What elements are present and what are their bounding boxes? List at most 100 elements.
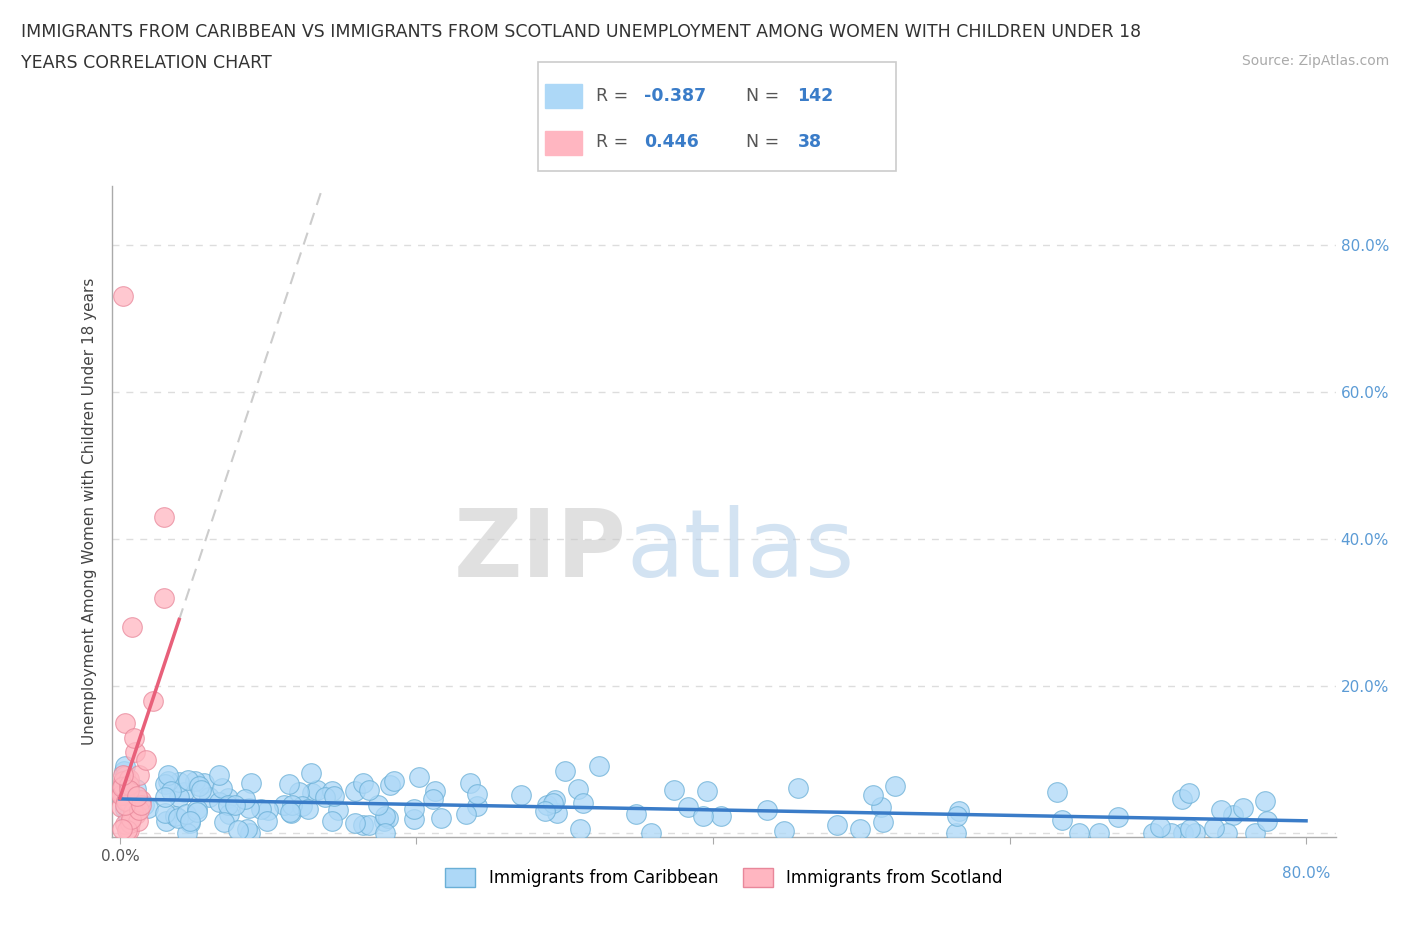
Point [125,781,148,796]
Point [153,591,176,605]
Point [380,777,402,792]
Point [111,778,134,793]
Point [217,790,239,805]
Point [280,805,302,820]
Text: Source: ZipAtlas.com: Source: ZipAtlas.com [1241,54,1389,68]
Point [142,694,165,709]
Point [117,791,139,806]
Point [870,799,893,814]
Point [291,799,314,814]
Point [127,814,149,829]
Point [367,797,389,812]
Point [155,814,177,829]
Point [344,816,367,830]
Point [136,801,159,816]
Point [167,775,190,790]
Point [321,783,343,798]
Point [155,790,177,804]
Point [114,780,136,795]
Point [111,821,134,836]
Point [238,801,260,816]
Bar [546,131,582,155]
Text: 0.446: 0.446 [644,133,699,151]
Point [945,809,967,824]
Point [115,793,138,808]
Point [588,759,610,774]
Point [1215,826,1237,841]
Point [1222,807,1244,822]
Point [1244,825,1267,840]
Point [458,776,481,790]
Point [186,805,208,820]
Text: YEARS CORRELATION CHART: YEARS CORRELATION CHART [21,54,271,72]
Point [117,783,139,798]
Point [198,790,221,804]
Point [786,780,808,795]
Point [110,800,132,815]
Point [567,782,589,797]
Point [226,823,249,838]
Point [1211,803,1233,817]
Point [179,814,201,829]
Point [118,812,141,827]
Text: 38: 38 [797,133,821,151]
Point [193,776,215,790]
Point [112,764,135,778]
Point [544,792,567,807]
Point [321,813,343,828]
Text: atlas: atlas [626,505,855,596]
Point [773,823,796,838]
Point [118,772,141,787]
Point [224,798,246,813]
Point [112,788,135,803]
Point [430,811,453,826]
Point [114,795,136,810]
Point [1160,826,1182,841]
Point [948,804,970,819]
Point [134,797,156,812]
Point [465,798,488,813]
Point [554,764,576,778]
Point [664,783,686,798]
Point [280,797,302,812]
Point [165,809,187,824]
Point [211,780,233,795]
Point [307,782,329,797]
Point [184,773,207,788]
Point [1067,826,1090,841]
Point [120,811,142,826]
Point [256,813,278,828]
Point [111,289,134,304]
Point [377,810,399,825]
Point [218,806,240,821]
Text: IMMIGRANTS FROM CARIBBEAN VS IMMIGRANTS FROM SCOTLAND UNEMPLOYMENT AMONG WOMEN W: IMMIGRANTS FROM CARIBBEAN VS IMMIGRANTS … [21,23,1142,41]
Point [343,783,366,798]
Point [849,822,872,837]
Point [217,798,239,813]
Point [124,745,146,760]
Point [288,784,311,799]
Point [160,784,183,799]
Point [314,790,336,804]
Point [167,811,190,826]
Text: R =: R = [596,133,640,151]
Point [121,804,143,819]
Point [373,814,395,829]
Point [208,794,231,809]
Point [710,808,733,823]
Point [299,765,322,780]
Point [188,779,211,794]
Point [571,795,593,810]
Point [1178,822,1201,837]
Point [118,823,141,838]
Point [382,774,405,789]
Point [1202,821,1225,836]
Point [117,809,139,824]
Legend: Immigrants from Caribbean, Immigrants from Scotland: Immigrants from Caribbean, Immigrants fr… [439,861,1010,894]
Point [541,795,564,810]
Point [169,790,191,804]
Point [546,805,568,820]
Point [352,776,374,790]
Point [239,826,262,841]
Point [862,787,884,802]
